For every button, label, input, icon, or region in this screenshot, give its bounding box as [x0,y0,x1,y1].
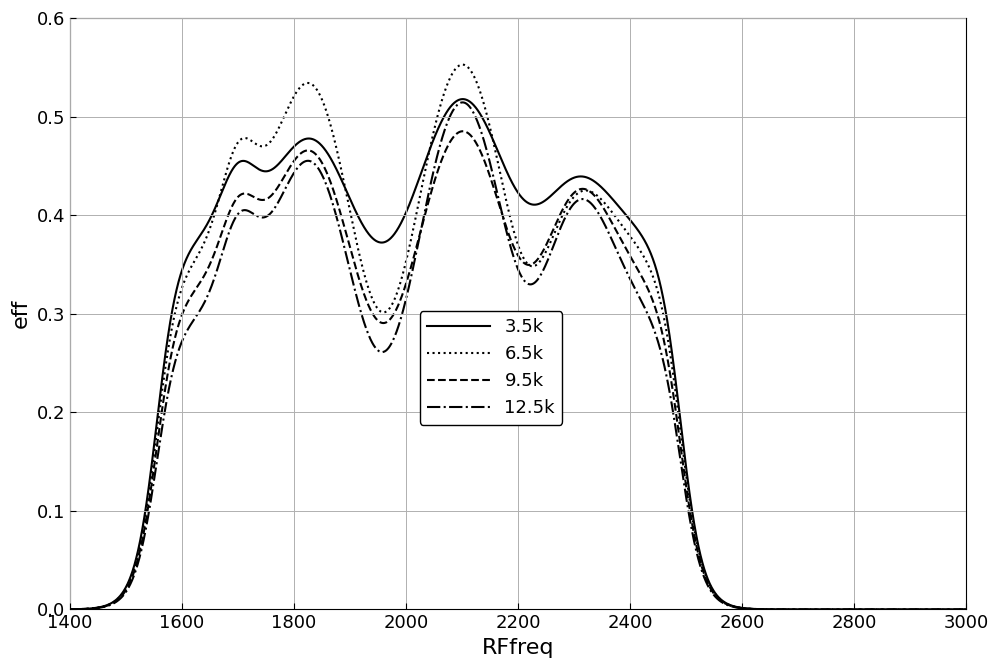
Y-axis label: eff: eff [11,299,31,328]
Legend: 3.5k, 6.5k, 9.5k, 12.5k: 3.5k, 6.5k, 9.5k, 12.5k [420,311,562,425]
X-axis label: RFfreq: RFfreq [482,638,554,658]
